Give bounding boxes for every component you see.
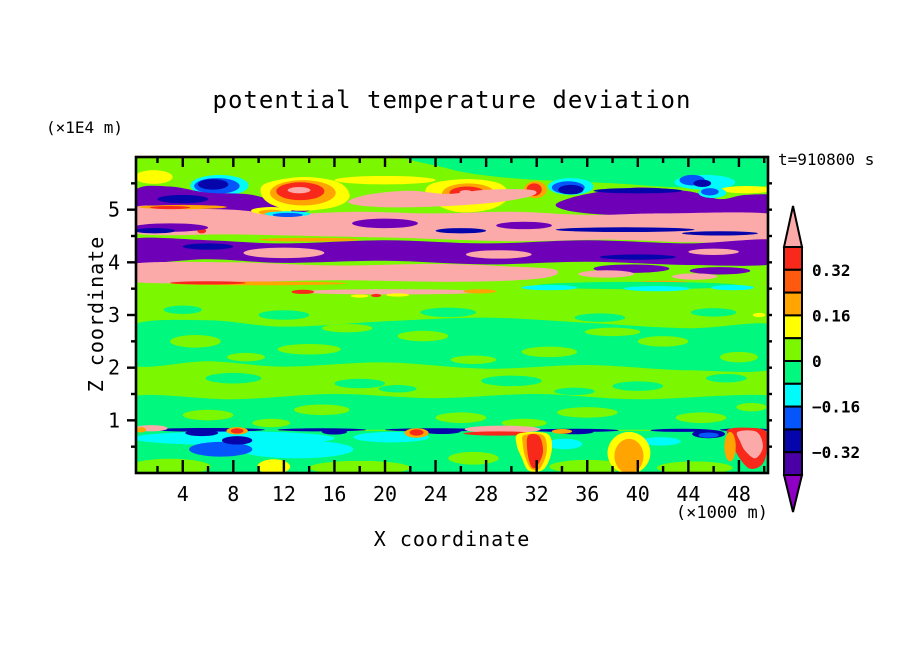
svg-text:28: 28 [474,482,498,506]
svg-text:0.16: 0.16 [812,306,851,325]
svg-text:1: 1 [108,408,120,432]
svg-text:4: 4 [177,482,189,506]
svg-text:36: 36 [575,482,599,506]
svg-text:20: 20 [373,482,397,506]
svg-text:32: 32 [525,482,549,506]
svg-text:16: 16 [322,482,346,506]
x-axis-unit-label: (×1000 m) [675,503,768,523]
svg-text:24: 24 [424,482,448,506]
svg-text:4: 4 [108,250,120,274]
svg-text:5: 5 [108,198,120,222]
svg-text:12: 12 [272,482,296,506]
time-label: t=910800 s [778,150,875,169]
svg-text:−0.32: −0.32 [812,443,860,462]
svg-text:44: 44 [676,482,700,506]
svg-text:−0.16: −0.16 [812,398,860,417]
svg-text:8: 8 [227,482,239,506]
chart-title: potential temperature deviation [212,86,692,114]
svg-text:40: 40 [626,482,650,506]
svg-text:3: 3 [108,303,120,327]
svg-text:0: 0 [812,352,822,371]
svg-text:2: 2 [108,356,120,380]
colorbar: 0.32 0.16 0 −0.16 −0.32 [782,205,860,513]
svg-text:48: 48 [727,482,751,506]
x-axis-title: X coordinate [373,527,531,551]
z-axis-unit-label: (×1E4 m) [46,118,124,137]
svg-text:0.32: 0.32 [812,261,851,280]
